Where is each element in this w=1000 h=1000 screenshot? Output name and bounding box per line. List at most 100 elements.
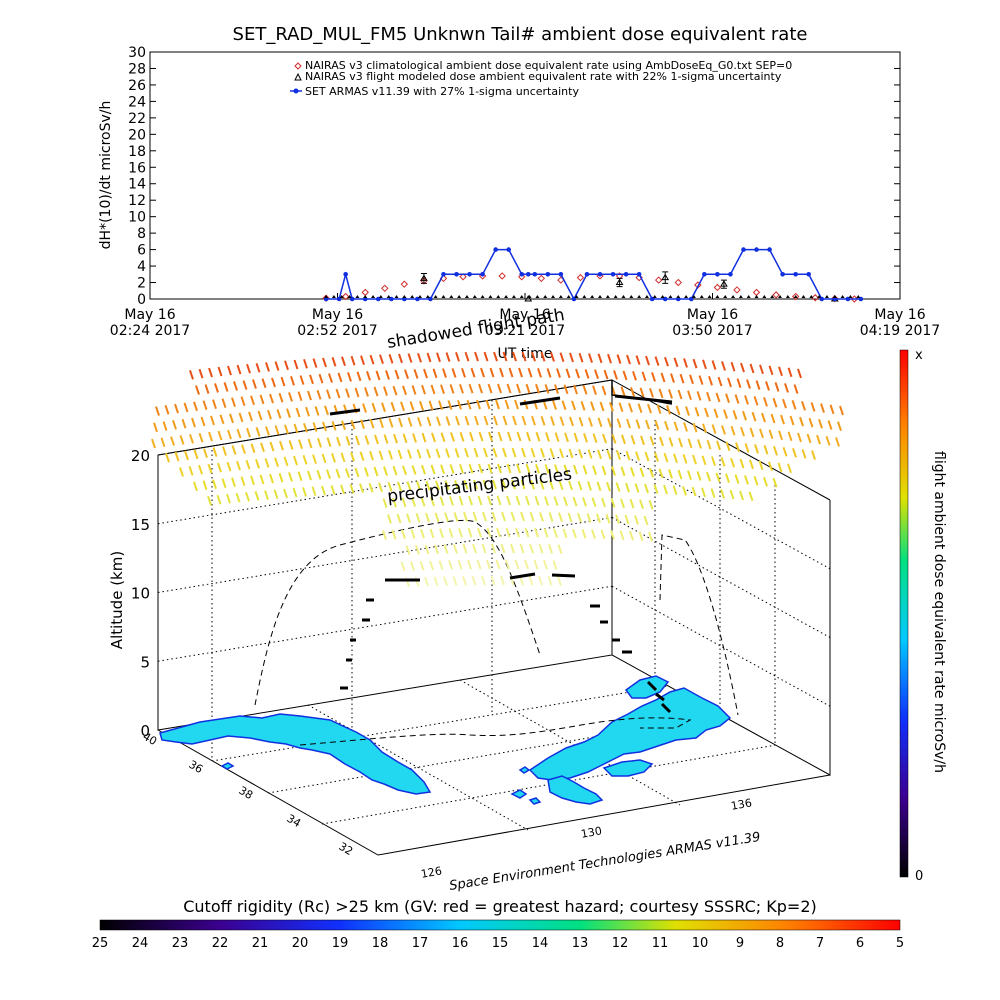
particle-mark: [645, 419, 650, 430]
flight-path-projections: [254, 519, 739, 746]
y-tick-label: 10: [128, 210, 146, 226]
particle-mark: [401, 529, 406, 540]
particle-mark: [748, 491, 754, 502]
particle-mark: [490, 575, 496, 586]
x-tick-label: 02:52 2017: [297, 323, 377, 339]
armas-point: [715, 272, 720, 277]
particle-mark: [521, 447, 526, 458]
particle-mark: [582, 465, 588, 475]
particle-mark: [597, 353, 603, 364]
particle-mark: [391, 529, 397, 540]
particle-mark: [658, 388, 664, 399]
particle-mark: [466, 399, 472, 410]
particle-mark: [736, 378, 742, 389]
particle-mark: [629, 498, 635, 509]
particle-mark: [208, 431, 213, 442]
altitude-gridlines: [157, 448, 831, 707]
altitude-tick-label: 20: [131, 447, 150, 465]
small-island: [220, 762, 235, 770]
flight-dose-mark: [660, 702, 672, 714]
particle-mark: [368, 482, 374, 493]
particle-mark: [202, 480, 208, 491]
particle-mark: [488, 431, 493, 442]
particle-mark: [725, 473, 730, 484]
particle-mark: [453, 544, 458, 554]
particle-mark: [605, 513, 611, 524]
particle-mark: [620, 466, 626, 477]
particle-mark: [236, 428, 242, 439]
particle-mark: [630, 466, 635, 477]
particle-mark: [663, 484, 668, 495]
baseline-marker: [621, 295, 626, 298]
armas-point: [454, 272, 459, 277]
rigidity-colorbar-ticks: 25 24 23 22 21 20 19 18 17 16 15 14 13 12 11 10 9 8 7 6 5: [92, 936, 904, 951]
particle-mark: [402, 465, 407, 476]
particle-mark: [487, 463, 493, 474]
y-tick-label: 2: [137, 276, 146, 292]
particle-mark: [428, 400, 434, 411]
particle-mark: [227, 365, 232, 376]
particle-mark: [415, 513, 421, 523]
particle-mark: [732, 410, 738, 420]
particle-mark: [482, 479, 488, 490]
particle-mark: [322, 357, 327, 368]
particle-mark: [174, 403, 179, 414]
baseline-marker: [574, 295, 579, 298]
baseline-marker: [433, 295, 438, 298]
particle-mark: [827, 420, 833, 430]
particle-mark: [658, 468, 664, 479]
particle-mark: [264, 458, 270, 468]
particle-mark: [683, 422, 688, 432]
particle-mark: [518, 367, 523, 378]
particle-mark: [464, 351, 470, 362]
particle-mark: [808, 417, 814, 428]
particle-mark: [241, 444, 246, 454]
particle-mark: [259, 394, 265, 405]
particle-mark: [444, 512, 449, 522]
particle-mark: [369, 418, 375, 429]
particle-mark: [292, 487, 298, 498]
particle-mark: [463, 479, 469, 490]
particle-mark: [677, 389, 683, 400]
armas-point: [532, 272, 538, 277]
particle-mark: [447, 400, 453, 410]
particle-mark: [515, 495, 521, 506]
particle-mark: [768, 365, 774, 376]
armas-point: [441, 272, 446, 277]
particle-mark: [568, 448, 574, 459]
small-island: [518, 766, 531, 774]
particle-mark: [184, 450, 189, 461]
baseline-marker: [386, 295, 391, 298]
particle-mark: [730, 425, 736, 436]
baseline-marker: [590, 295, 595, 298]
particle-mark: [382, 498, 388, 508]
particle-mark: [596, 513, 601, 524]
particle-mark: [426, 448, 431, 459]
baseline-marker: [449, 295, 454, 298]
nairas-clim-point: [420, 277, 428, 285]
particle-mark: [611, 434, 617, 444]
particle-mark: [516, 383, 521, 394]
floor-gridline: [307, 704, 529, 831]
particle-mark: [381, 402, 386, 412]
particle-mark: [452, 576, 458, 586]
particle-mark: [491, 511, 497, 522]
rigidity-tick-label: 15: [492, 936, 509, 951]
particle-mark: [549, 480, 554, 490]
particle-mark: [751, 411, 757, 422]
particle-mark: [417, 416, 422, 427]
rigidity-colorbar-title: Cutoff rigidity (Rc) >25 km (GV: red = g…: [183, 897, 817, 916]
particle-mark: [708, 375, 713, 386]
particle-mark: [597, 449, 602, 460]
baseline-marker: [425, 295, 430, 298]
latitude-ticks: 40 36 38 34 32: [140, 730, 355, 858]
particle-mark: [601, 497, 606, 508]
particle-mark: [727, 377, 732, 388]
particle-mark: [419, 560, 425, 571]
particle-mark: [524, 527, 530, 538]
particle-mark: [476, 399, 481, 410]
particle-mark: [582, 496, 587, 507]
particle-mark: [683, 358, 688, 368]
dose-colorbar-top-tick: x: [915, 348, 923, 363]
